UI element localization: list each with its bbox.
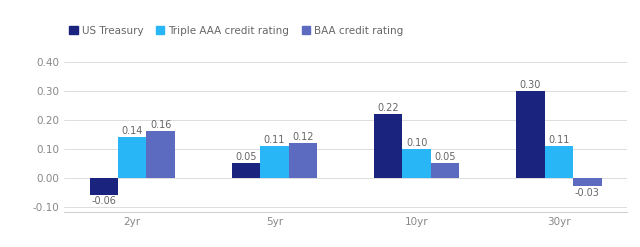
Bar [431, 163, 460, 178]
Text: 0.11: 0.11 [264, 135, 285, 145]
Text: -0.03: -0.03 [575, 187, 600, 198]
Text: 0.05: 0.05 [435, 152, 456, 162]
Bar [147, 131, 175, 178]
Text: 0.10: 0.10 [406, 138, 428, 147]
Text: 0.11: 0.11 [548, 135, 570, 145]
Text: 0.22: 0.22 [378, 103, 399, 113]
Bar [516, 91, 545, 178]
Bar [118, 137, 147, 178]
Legend: US Treasury, Triple AAA credit rating, BAA credit rating: US Treasury, Triple AAA credit rating, B… [69, 26, 403, 36]
Bar [289, 143, 317, 178]
Text: -0.06: -0.06 [92, 196, 116, 206]
Text: 0.12: 0.12 [292, 132, 314, 142]
Bar [90, 178, 118, 195]
Text: 0.16: 0.16 [150, 120, 172, 130]
Bar [403, 149, 431, 178]
Bar [374, 114, 403, 178]
Text: 0.30: 0.30 [520, 80, 541, 90]
Bar [545, 146, 573, 178]
Bar [232, 163, 260, 178]
Bar [260, 146, 289, 178]
Bar [573, 178, 602, 186]
Text: 0.14: 0.14 [122, 126, 143, 136]
Text: 0.05: 0.05 [236, 152, 257, 162]
